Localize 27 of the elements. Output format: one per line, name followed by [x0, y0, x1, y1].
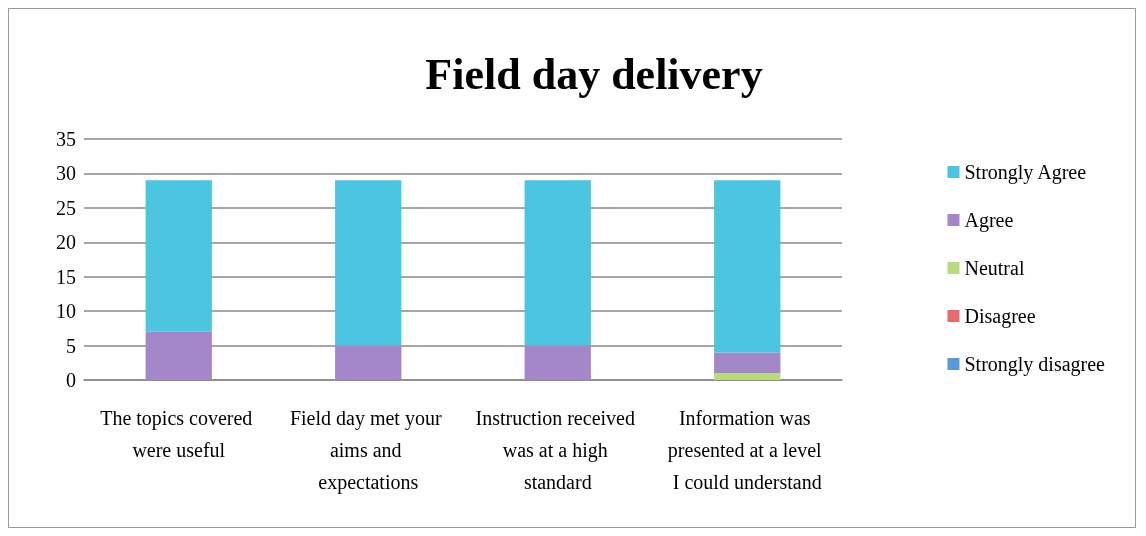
legend-label: Neutral — [964, 257, 1025, 279]
bar — [714, 352, 781, 374]
x-tick-label: The topics covered were useful — [100, 407, 258, 461]
y-tick-label: 35 — [56, 128, 76, 150]
x-tick-label: Field day met your aims and expectations — [289, 407, 447, 494]
bar — [524, 180, 591, 346]
bar — [714, 373, 781, 380]
legend-label: Disagree — [964, 305, 1036, 328]
bar — [524, 345, 591, 380]
y-tick-label: 25 — [56, 196, 76, 219]
bar — [335, 180, 402, 346]
y-tick-label: 0 — [66, 369, 76, 391]
bar — [145, 180, 212, 332]
y-tick-label: 20 — [56, 231, 76, 254]
x-tick-label: Instruction received was at a high standard — [475, 407, 640, 493]
y-tick-label: 15 — [56, 265, 76, 288]
bar — [714, 180, 781, 353]
bar — [145, 331, 212, 380]
y-tick-label: 30 — [56, 162, 76, 185]
y-tick-label: 10 — [56, 300, 76, 323]
legend-label: Strongly disagree — [964, 353, 1106, 376]
x-tick-label: Information was presented at a level I could understand — [667, 407, 827, 493]
legend-label: Strongly Agree — [964, 161, 1087, 184]
bar — [335, 345, 402, 380]
legend-label: Agree — [964, 209, 1014, 232]
chart-title: Field day delivery — [425, 49, 763, 99]
y-tick-label: 5 — [66, 334, 76, 357]
